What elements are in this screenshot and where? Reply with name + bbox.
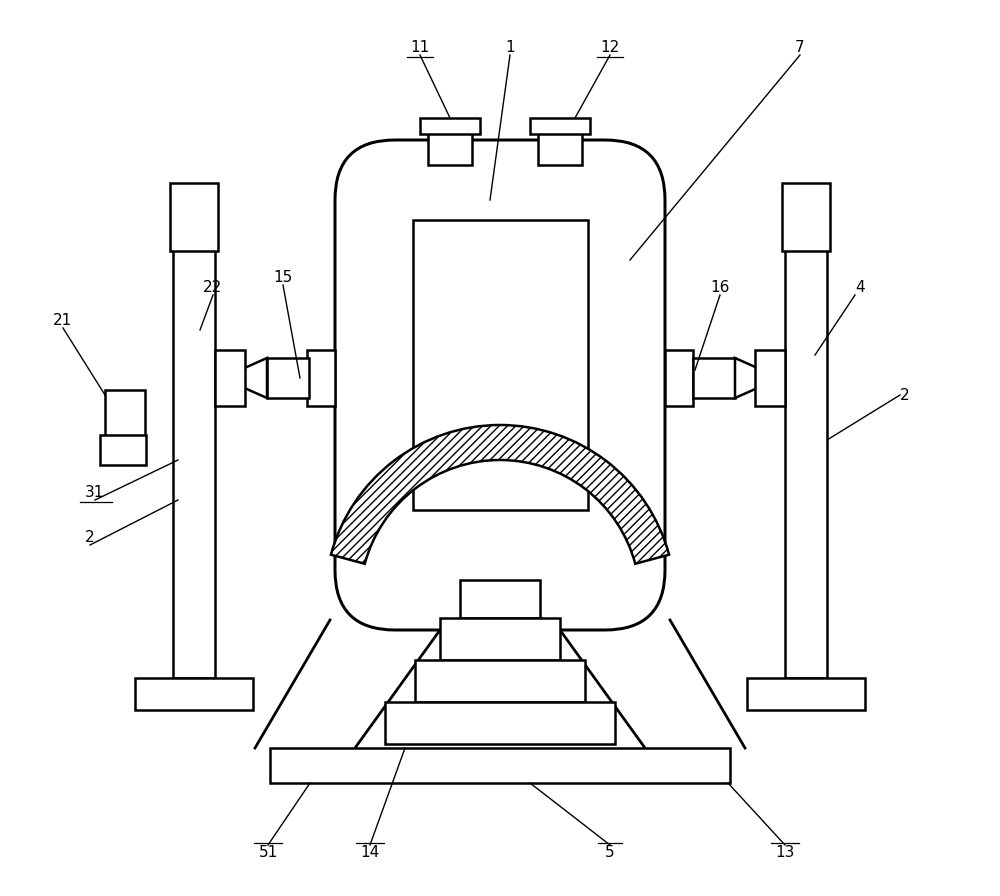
Text: 15: 15 (273, 270, 293, 285)
Bar (785, 248, 827, 678)
Text: 14: 14 (360, 845, 380, 860)
Bar (170, 183, 218, 251)
Text: 7: 7 (795, 40, 805, 55)
Text: 16: 16 (710, 280, 730, 295)
Bar (270, 748, 730, 783)
Bar (385, 702, 615, 744)
Bar (782, 183, 830, 251)
Bar (420, 118, 480, 134)
Bar (100, 435, 146, 465)
Polygon shape (735, 358, 762, 398)
Bar (105, 390, 145, 440)
Bar (665, 350, 693, 406)
Text: 2: 2 (900, 387, 910, 402)
Text: 13: 13 (775, 845, 795, 860)
Bar (538, 130, 582, 165)
Bar (215, 350, 245, 406)
Text: 21: 21 (53, 313, 73, 328)
Text: 11: 11 (410, 40, 430, 55)
Text: 31: 31 (85, 485, 105, 500)
Bar (428, 130, 472, 165)
Polygon shape (240, 358, 267, 398)
Bar (530, 118, 590, 134)
Bar (267, 358, 309, 398)
Text: 12: 12 (600, 40, 620, 55)
Bar (307, 350, 335, 406)
Text: 51: 51 (258, 845, 278, 860)
Text: 22: 22 (203, 280, 223, 295)
Bar (755, 350, 785, 406)
Text: 2: 2 (85, 530, 95, 545)
Wedge shape (331, 425, 669, 564)
FancyBboxPatch shape (335, 140, 665, 630)
Text: 5: 5 (605, 845, 615, 860)
Bar (440, 618, 560, 660)
Bar (173, 248, 215, 678)
Bar (135, 678, 253, 710)
Bar (415, 660, 585, 702)
Bar (460, 580, 540, 618)
Text: 4: 4 (855, 280, 865, 295)
Bar (413, 220, 588, 510)
Bar (693, 358, 735, 398)
Bar (747, 678, 865, 710)
Text: 1: 1 (505, 40, 515, 55)
